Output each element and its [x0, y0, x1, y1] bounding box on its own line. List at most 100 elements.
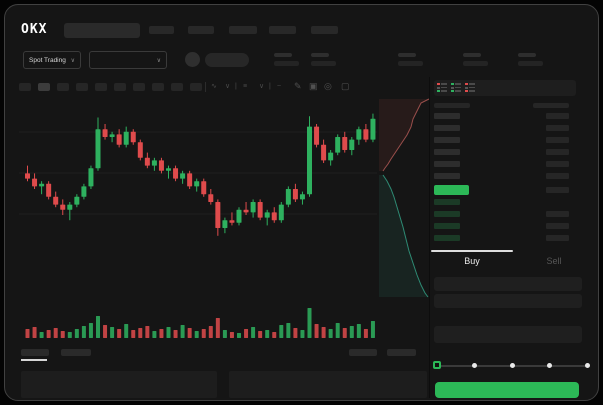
account-button[interactable]: [205, 53, 249, 67]
volume-bar: [131, 330, 136, 338]
candle-body: [356, 129, 362, 140]
ask-amount-bar[interactable]: [546, 149, 569, 155]
total-input[interactable]: [434, 326, 582, 343]
chart-bottom-control[interactable]: [349, 349, 377, 356]
ask-amount-bar[interactable]: [546, 161, 569, 167]
candle-body: [257, 202, 263, 218]
volume-bar: [370, 321, 375, 338]
chart-tool-icon[interactable]: ~: [277, 83, 282, 90]
ask-amount-bar[interactable]: [546, 113, 569, 119]
timeframe-button[interactable]: [152, 83, 164, 91]
search-input[interactable]: [64, 23, 140, 38]
bid-price-bar[interactable]: [434, 199, 460, 205]
candle-body: [370, 118, 376, 140]
slider-stop[interactable]: [584, 363, 590, 368]
chart-tool-icon[interactable]: ∨: [259, 83, 265, 90]
timeframe-button[interactable]: [171, 83, 183, 91]
ask-amount-bar[interactable]: [546, 137, 569, 143]
nav-item[interactable]: [188, 26, 214, 34]
candle-body: [208, 194, 214, 202]
volume-bar: [39, 332, 44, 338]
volume-bar: [342, 328, 347, 338]
screenshot-icon[interactable]: ▣: [309, 81, 318, 91]
chart-bottom-control[interactable]: [387, 349, 416, 356]
ask-price-bar[interactable]: [434, 113, 460, 119]
volume-bar: [88, 323, 93, 338]
tab-sell[interactable]: Sell: [546, 256, 562, 266]
fullscreen-icon[interactable]: ▢: [341, 81, 350, 91]
candle-body: [137, 142, 143, 158]
orderbook-toggle-combined[interactable]: [437, 83, 447, 93]
amount-input[interactable]: [434, 294, 582, 308]
timeframe-button[interactable]: [95, 83, 107, 91]
settings-icon[interactable]: ◎: [324, 81, 332, 91]
stat-label: [274, 53, 292, 57]
ask-price-bar[interactable]: [434, 161, 460, 167]
candlestick-chart[interactable]: [19, 97, 431, 347]
draw-tool-icon[interactable]: ✎: [294, 81, 302, 91]
volume-bar: [25, 329, 30, 338]
bid-price-bar[interactable]: [434, 223, 460, 229]
ask-amount-bar[interactable]: [546, 125, 569, 131]
bid-amount-bar[interactable]: [546, 211, 569, 217]
candle-body: [229, 220, 235, 223]
okx-logo[interactable]: OKX: [21, 22, 48, 37]
timeframe-button[interactable]: [38, 83, 50, 91]
volume-bar: [74, 329, 79, 338]
chart-bottom-tab-active[interactable]: [21, 349, 49, 356]
nav-item[interactable]: [269, 26, 296, 34]
volume-bar: [222, 330, 227, 338]
chart-tool-icon[interactable]: |: [235, 83, 237, 90]
timeframe-button[interactable]: [133, 83, 145, 91]
candle-body: [95, 129, 101, 169]
candle-body: [243, 209, 249, 213]
orderbook-toggle-asks[interactable]: [465, 83, 475, 93]
candle-body: [173, 168, 179, 179]
ask-price-bar[interactable]: [434, 173, 460, 179]
nav-item[interactable]: [229, 26, 257, 34]
candle-body: [278, 204, 284, 221]
market-type-dropdown[interactable]: Spot Trading ∨: [23, 51, 81, 69]
chart-tool-icon[interactable]: |: [269, 83, 271, 90]
nav-item[interactable]: [149, 26, 174, 34]
nav-item[interactable]: [311, 26, 338, 34]
ask-price-bar[interactable]: [434, 149, 460, 155]
volume-bar: [251, 327, 256, 338]
chart-bottom-tab[interactable]: [61, 349, 91, 356]
chart-tool-icon[interactable]: ∨: [225, 83, 231, 90]
volume-bar: [328, 329, 333, 338]
volume-bar: [300, 330, 305, 338]
stat-value: [274, 61, 299, 66]
ask-amount-bar[interactable]: [546, 173, 569, 179]
toggle-swatch: [451, 86, 454, 89]
slider-handle[interactable]: [433, 361, 441, 369]
timeframe-button[interactable]: [114, 83, 126, 91]
timeframe-button[interactable]: [190, 83, 202, 91]
candle-body: [285, 189, 291, 205]
price-input[interactable]: [434, 277, 582, 291]
toggle-line: [469, 86, 475, 88]
ask-price-bar[interactable]: [434, 125, 460, 131]
ask-price-bar[interactable]: [434, 137, 460, 143]
bid-price-bar[interactable]: [434, 211, 460, 217]
bottom-panel-left: [21, 371, 217, 398]
chart-tool-icon[interactable]: ≡: [243, 83, 248, 90]
slider-stop[interactable]: [547, 363, 552, 368]
slider-stop[interactable]: [472, 363, 477, 368]
volume-bar: [103, 325, 108, 338]
orderbook-toggle-bids[interactable]: [451, 83, 461, 93]
timeframe-button[interactable]: [57, 83, 69, 91]
timeframe-button[interactable]: [76, 83, 88, 91]
volume-bar: [152, 331, 157, 338]
bid-amount-bar[interactable]: [546, 235, 569, 241]
chart-tool-icon[interactable]: ∿: [211, 83, 217, 90]
tab-buy[interactable]: Buy: [464, 256, 480, 266]
pair-selector-dropdown[interactable]: ∨: [89, 51, 167, 69]
buy-submit-button[interactable]: [435, 382, 579, 398]
slider-stop[interactable]: [509, 363, 515, 368]
bid-price-bar[interactable]: [434, 235, 460, 241]
toggle-line: [455, 83, 461, 85]
toggle-swatch: [465, 86, 468, 89]
timeframe-button[interactable]: [19, 83, 31, 91]
bid-amount-bar[interactable]: [546, 223, 569, 229]
